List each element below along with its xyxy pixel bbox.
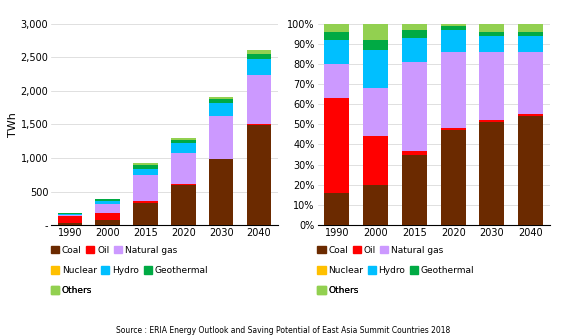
Bar — [402, 151, 427, 155]
Bar — [133, 203, 158, 225]
Bar — [171, 138, 196, 140]
Bar — [171, 184, 196, 185]
Bar — [247, 75, 271, 124]
Bar — [247, 125, 271, 225]
Y-axis label: TWh: TWh — [7, 112, 18, 137]
Bar — [518, 116, 543, 225]
Bar — [363, 24, 388, 40]
Bar — [363, 40, 388, 50]
Bar — [133, 169, 158, 175]
Bar — [95, 213, 120, 220]
Bar — [324, 24, 349, 32]
Bar — [324, 40, 349, 64]
Bar — [209, 99, 234, 103]
Bar — [209, 103, 234, 116]
Bar — [324, 64, 349, 98]
Bar — [95, 220, 120, 225]
Bar — [58, 213, 82, 214]
Bar — [518, 52, 543, 114]
Text: Source : ERIA Energy Outlook and Saving Potential of East Asia Summit Countries : Source : ERIA Energy Outlook and Saving … — [116, 326, 451, 335]
Bar — [324, 32, 349, 40]
Bar — [171, 153, 196, 184]
Bar — [518, 114, 543, 116]
Bar — [441, 128, 466, 130]
Bar — [58, 216, 82, 223]
Bar — [247, 124, 271, 125]
Bar — [95, 199, 120, 201]
Bar — [363, 136, 388, 185]
Legend: Others: Others — [318, 286, 358, 295]
Bar — [209, 159, 234, 225]
Bar — [441, 30, 466, 52]
Bar — [58, 223, 82, 225]
Bar — [171, 185, 196, 225]
Bar — [402, 30, 427, 38]
Bar — [441, 52, 466, 128]
Bar — [479, 36, 505, 52]
Bar — [58, 215, 82, 216]
Bar — [479, 120, 505, 122]
Bar — [133, 201, 158, 203]
Bar — [402, 62, 427, 151]
Bar — [479, 24, 505, 32]
Bar — [247, 59, 271, 75]
Bar — [441, 24, 466, 26]
Bar — [479, 52, 505, 120]
Bar — [247, 50, 271, 54]
Bar — [324, 98, 349, 193]
Bar — [133, 175, 158, 201]
Bar — [402, 24, 427, 30]
Bar — [171, 143, 196, 153]
Bar — [209, 97, 234, 99]
Bar — [133, 165, 158, 169]
Bar — [518, 24, 543, 32]
Bar — [363, 50, 388, 88]
Legend: Others: Others — [51, 286, 92, 295]
Bar — [95, 204, 120, 213]
Bar — [518, 36, 543, 52]
Bar — [95, 201, 120, 204]
Bar — [518, 32, 543, 36]
Bar — [58, 214, 82, 215]
Bar — [479, 122, 505, 225]
Bar — [171, 140, 196, 143]
Bar — [441, 26, 466, 30]
Bar — [363, 185, 388, 225]
Bar — [209, 116, 234, 159]
Bar — [402, 38, 427, 62]
Bar — [133, 163, 158, 165]
Bar — [479, 32, 505, 36]
Bar — [441, 130, 466, 225]
Bar — [247, 54, 271, 59]
Bar — [324, 193, 349, 225]
Bar — [363, 88, 388, 136]
Bar — [402, 155, 427, 225]
